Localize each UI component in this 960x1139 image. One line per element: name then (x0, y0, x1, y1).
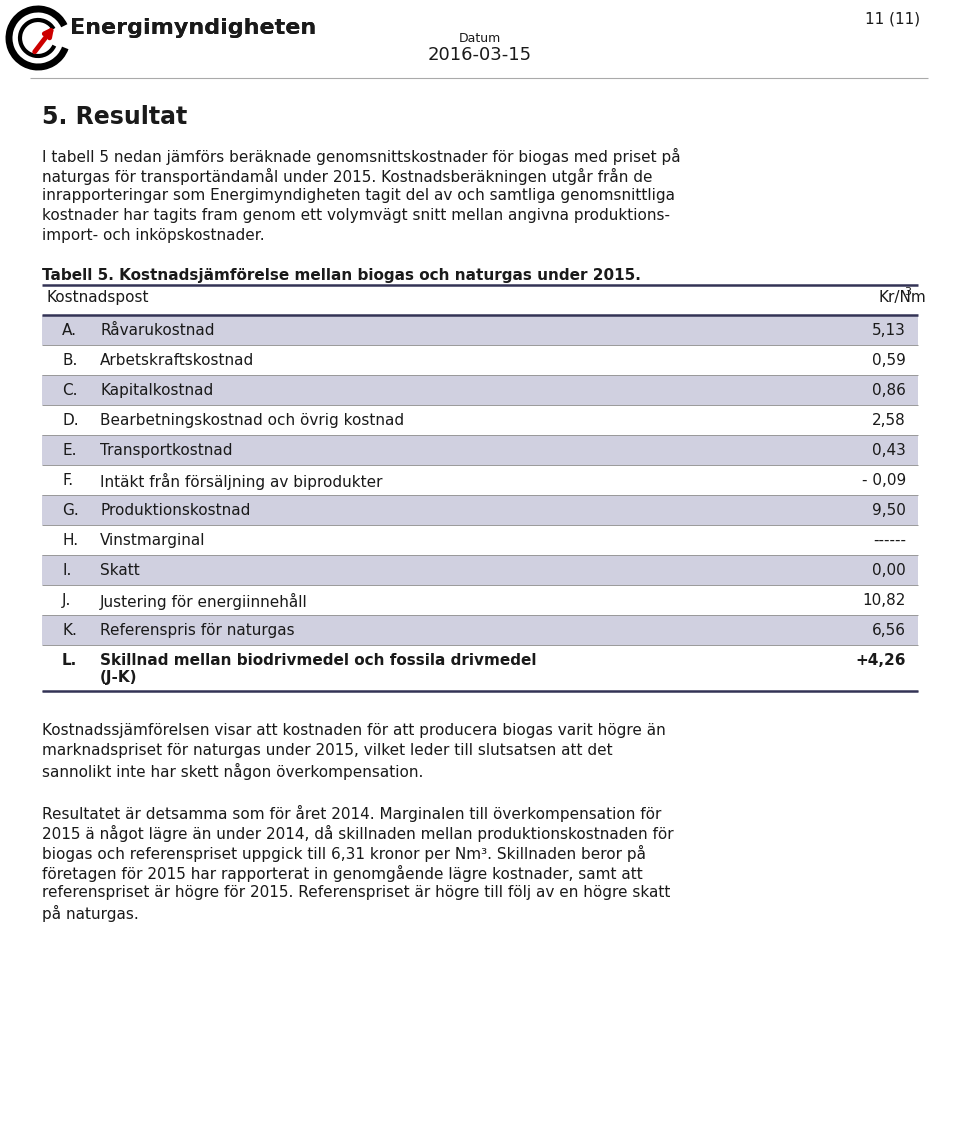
Text: 0,00: 0,00 (873, 563, 906, 577)
Text: 0,86: 0,86 (872, 383, 906, 398)
Text: 10,82: 10,82 (863, 593, 906, 608)
Text: E.: E. (62, 443, 77, 458)
Text: A.: A. (62, 323, 77, 338)
Text: Kapitalkostnad: Kapitalkostnad (100, 383, 213, 398)
Text: import- och inköpskostnader.: import- och inköpskostnader. (42, 228, 265, 243)
Text: I tabell 5 nedan jämförs beräknade genomsnittskostnader för biogas med priset på: I tabell 5 nedan jämförs beräknade genom… (42, 148, 681, 165)
Text: Skillnad mellan biodrivmedel och fossila drivmedel: Skillnad mellan biodrivmedel och fossila… (100, 653, 537, 667)
Text: på naturgas.: på naturgas. (42, 906, 139, 921)
Text: Bearbetningskostnad och övrig kostnad: Bearbetningskostnad och övrig kostnad (100, 413, 404, 428)
Text: +4,26: +4,26 (855, 653, 906, 667)
Text: Referenspris för naturgas: Referenspris för naturgas (100, 623, 295, 638)
Text: inrapporteringar som Energimyndigheten tagit del av och samtliga genomsnittliga: inrapporteringar som Energimyndigheten t… (42, 188, 675, 203)
Bar (42, 316, 918, 345)
Text: J.: J. (62, 593, 71, 608)
Text: 2015 ä något lägre än under 2014, då skillnaden mellan produktionskostnaden för: 2015 ä något lägre än under 2014, då ski… (42, 825, 674, 842)
Text: (J-K): (J-K) (100, 670, 137, 685)
Text: referenspriset är högre för 2015. Referenspriset är högre till följ av en högre : referenspriset är högre för 2015. Refere… (42, 885, 670, 900)
Text: Resultatet är detsamma som för året 2014. Marginalen till överkompensation för: Resultatet är detsamma som för året 2014… (42, 805, 661, 822)
Text: Energimyndigheten: Energimyndigheten (70, 18, 316, 38)
Text: Arbetskraftskostnad: Arbetskraftskostnad (100, 353, 254, 368)
Text: 9,50: 9,50 (872, 503, 906, 518)
Text: 2016-03-15: 2016-03-15 (428, 46, 532, 64)
Text: L.: L. (62, 653, 77, 667)
Text: 0,43: 0,43 (872, 443, 906, 458)
Text: sannolikt inte har skett någon överkompensation.: sannolikt inte har skett någon överkompe… (42, 763, 423, 780)
Text: Vinstmarginal: Vinstmarginal (100, 533, 205, 548)
Text: Tabell 5. Kostnadsjämförelse mellan biogas och naturgas under 2015.: Tabell 5. Kostnadsjämförelse mellan biog… (42, 268, 641, 282)
Text: Skatt: Skatt (100, 563, 140, 577)
Text: F.: F. (62, 473, 73, 487)
Text: Kostnadssjämförelsen visar att kostnaden för att producera biogas varit högre än: Kostnadssjämförelsen visar att kostnaden… (42, 723, 665, 738)
Text: företagen för 2015 har rapporterat in genomgående lägre kostnader, samt att: företagen för 2015 har rapporterat in ge… (42, 865, 643, 882)
Text: C.: C. (62, 383, 78, 398)
Bar (42, 495, 918, 525)
Text: G.: G. (62, 503, 79, 518)
Text: Råvarukostnad: Råvarukostnad (100, 323, 214, 338)
Text: 5,13: 5,13 (872, 323, 906, 338)
Text: 2,58: 2,58 (873, 413, 906, 428)
Text: Produktionskostnad: Produktionskostnad (100, 503, 251, 518)
Text: Transportkostnad: Transportkostnad (100, 443, 232, 458)
Text: - 0,09: - 0,09 (862, 473, 906, 487)
Text: 11 (11): 11 (11) (865, 13, 920, 27)
Text: 3: 3 (904, 287, 911, 297)
Bar (42, 375, 918, 405)
Text: Justering för energiinnehåll: Justering för energiinnehåll (100, 593, 308, 611)
Text: ------: ------ (873, 533, 906, 548)
Text: Energimyndigheten: Energimyndigheten (70, 18, 316, 38)
Text: I.: I. (62, 563, 71, 577)
Text: Datum: Datum (459, 32, 501, 46)
Text: marknadspriset för naturgas under 2015, vilket leder till slutsatsen att det: marknadspriset för naturgas under 2015, … (42, 743, 612, 757)
Text: naturgas för transportändamål under 2015. Kostnadsberäkningen utgår från de: naturgas för transportändamål under 2015… (42, 167, 653, 185)
Text: 5. Resultat: 5. Resultat (42, 105, 187, 129)
Bar (42, 555, 918, 585)
Text: B.: B. (62, 353, 78, 368)
Text: D.: D. (62, 413, 79, 428)
Text: 6,56: 6,56 (872, 623, 906, 638)
Text: H.: H. (62, 533, 78, 548)
Text: Kostnadspost: Kostnadspost (47, 290, 150, 305)
Bar (42, 615, 918, 645)
Text: 0,59: 0,59 (872, 353, 906, 368)
Text: biogas och referenspriset uppgick till 6,31 kronor per Nm³. Skillnaden beror på: biogas och referenspriset uppgick till 6… (42, 845, 646, 862)
Text: K.: K. (62, 623, 77, 638)
Text: kostnader har tagits fram genom ett volymvägt snitt mellan angivna produktions-: kostnader har tagits fram genom ett voly… (42, 208, 670, 223)
Text: Kr/Nm: Kr/Nm (878, 290, 925, 305)
Bar (42, 435, 918, 465)
Text: Intäkt från försäljning av biprodukter: Intäkt från försäljning av biprodukter (100, 473, 382, 490)
